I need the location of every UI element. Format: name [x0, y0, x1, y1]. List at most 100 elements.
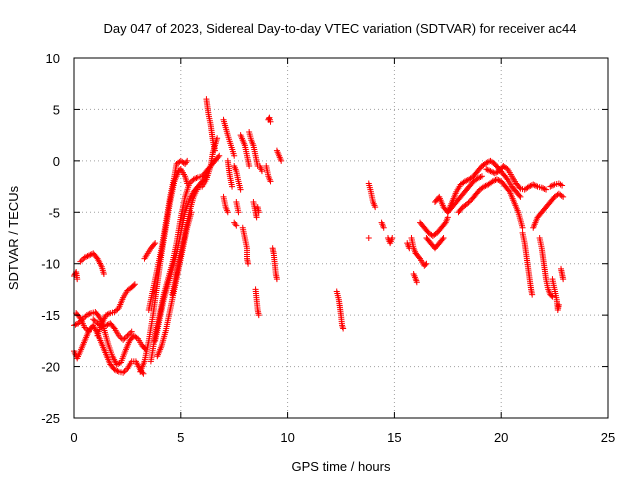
series-arc-c18 — [273, 147, 285, 164]
data-point — [193, 175, 200, 181]
x-tick-label: 5 — [177, 430, 184, 445]
series-arc-c10 — [239, 224, 252, 267]
data-point — [100, 271, 107, 277]
data-point — [152, 240, 159, 247]
data-point — [541, 185, 548, 192]
series-arc-d2 — [365, 235, 372, 241]
series-arc-c6 — [233, 199, 242, 216]
series-arc-c17 — [269, 245, 280, 283]
data-point — [540, 185, 547, 192]
data-point — [83, 312, 90, 319]
data-point — [85, 328, 92, 335]
data-point — [423, 260, 430, 267]
x-tick-label: 10 — [280, 430, 294, 445]
data-point — [140, 370, 147, 377]
data-point — [339, 323, 346, 330]
data-point — [267, 178, 274, 185]
series-arc-c14 — [256, 163, 265, 175]
series-arc-e1 — [412, 250, 430, 269]
series-arc-a1 — [71, 322, 147, 377]
data-point — [491, 170, 498, 177]
series-arc-e12 — [558, 265, 567, 283]
data-point — [78, 257, 85, 264]
data-point — [84, 327, 91, 334]
series-arc-e10 — [536, 235, 556, 300]
data-point — [267, 118, 274, 125]
data-point — [232, 221, 239, 228]
data-point — [478, 173, 485, 180]
data-point — [186, 180, 193, 187]
data-point — [187, 179, 194, 186]
series-arc-c9 — [246, 129, 261, 169]
data-point — [114, 306, 121, 313]
data-point — [90, 316, 97, 323]
data-point — [489, 178, 496, 185]
data-point — [97, 322, 104, 329]
data-point — [81, 324, 88, 331]
y-tick-label: 5 — [53, 102, 60, 117]
y-tick-label: -25 — [41, 411, 60, 426]
series-arc-e6 — [455, 176, 526, 231]
data-point — [83, 253, 90, 260]
data-point — [519, 224, 526, 231]
data-point — [72, 321, 79, 328]
data-point — [141, 345, 148, 352]
data-point — [184, 157, 191, 164]
series-arc-e9 — [530, 190, 567, 231]
data-point — [74, 276, 81, 283]
series-arc-a3 — [71, 268, 81, 283]
data-point — [115, 332, 122, 339]
data-point — [86, 310, 93, 317]
y-tick-label: -5 — [48, 205, 60, 220]
data-point — [482, 182, 489, 189]
series-arc-d1 — [365, 180, 379, 211]
series-arc-e7 — [483, 163, 550, 193]
data-point — [103, 322, 110, 329]
chart-title: Day 047 of 2023, Sidereal Day-to-day VTE… — [103, 21, 576, 36]
y-axis-label: SDTVAR / TECUs — [6, 185, 21, 290]
data-point — [340, 325, 347, 332]
series-arc-e5 — [444, 157, 524, 216]
data-point — [550, 182, 557, 189]
data-point — [493, 169, 500, 176]
data-point — [255, 312, 262, 319]
data-point — [131, 281, 138, 288]
data-point — [237, 186, 244, 193]
data-point — [81, 254, 88, 261]
data-point — [549, 293, 556, 300]
data-layer — [71, 96, 567, 377]
data-point — [151, 241, 158, 248]
data-point — [516, 184, 523, 191]
data-point — [192, 175, 199, 182]
data-point — [477, 173, 484, 180]
data-point — [121, 335, 128, 342]
x-tick-label: 15 — [387, 430, 401, 445]
data-point — [555, 301, 562, 308]
data-point — [111, 309, 118, 316]
series-arc-a5 — [94, 281, 138, 339]
data-point — [486, 167, 493, 174]
series-arc-d4 — [384, 235, 396, 247]
series-arc-e11 — [549, 276, 562, 313]
series-arc-c16 — [265, 114, 274, 125]
series-arc-c8 — [237, 132, 253, 169]
data-point — [422, 261, 429, 268]
data-point — [548, 182, 555, 189]
data-point — [122, 334, 129, 341]
data-point — [531, 182, 538, 189]
data-point — [84, 253, 91, 260]
y-tick-label: -20 — [41, 360, 60, 375]
data-point — [440, 235, 447, 241]
series-arc-a2 — [71, 309, 149, 368]
data-point — [233, 222, 240, 229]
data-point — [103, 312, 110, 319]
data-point — [114, 368, 121, 375]
data-point — [483, 166, 490, 173]
data-point — [538, 184, 545, 191]
series-arc-e8 — [519, 229, 536, 298]
data-point — [516, 192, 523, 199]
data-point — [85, 252, 92, 259]
data-point — [439, 236, 446, 243]
series-arc-c4 — [220, 193, 231, 216]
data-point — [127, 329, 134, 336]
